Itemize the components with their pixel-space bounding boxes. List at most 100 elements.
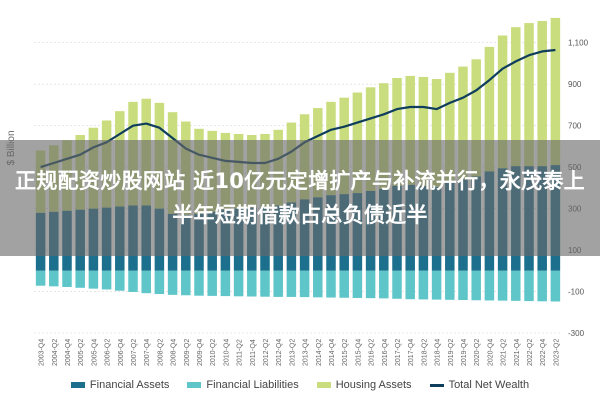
x-tick-label: 2018-Q2 — [421, 339, 428, 366]
x-tick-label: 2011-Q4 — [250, 339, 257, 366]
financial-liabilities-bar — [260, 270, 270, 297]
financial-liabilities-bar — [247, 270, 257, 297]
x-tick-label: 2023-Q2 — [553, 339, 560, 366]
financial-liabilities-bar — [299, 270, 310, 298]
x-tick-label: 2005-Q2 — [78, 339, 85, 366]
x-tick-labels: 2003-Q4 2004-Q2 2004-Q4 2005-Q2 2005-Q4 2006-… — [39, 339, 561, 366]
housing-assets-swatch — [316, 382, 331, 388]
financial-liabilities-bar — [233, 270, 244, 297]
housing-assets-bar — [537, 20, 547, 167]
housing-assets-bar — [497, 35, 508, 169]
headline-text: 正规配资炒股网站 近10亿元定增扩产与补流并行，永茂泰上半年短期借款占总负债近半 — [15, 169, 585, 227]
housing-assets-bar — [445, 72, 455, 183]
financial-liabilities-bar — [167, 270, 178, 295]
x-tick-label: 2021-Q4 — [514, 339, 521, 366]
x-tick-label: 2015-Q4 — [355, 339, 362, 366]
housing-assets-bar — [550, 17, 561, 166]
y-tick-label: 900 — [568, 80, 582, 89]
legend-label: Financial Assets — [89, 379, 170, 391]
financial-liabilities-bar — [35, 270, 46, 286]
x-tick-label: 2022-Q4 — [540, 339, 547, 366]
financial-liabilities-bar — [313, 270, 323, 298]
financial-liabilities-bar — [352, 270, 363, 298]
x-tick-label: 2009-Q2 — [184, 339, 191, 366]
x-tick-label: 2019-Q4 — [461, 339, 468, 366]
financial-liabilities-bar — [273, 270, 283, 297]
x-tick-label: 2017-Q2 — [395, 339, 402, 366]
legend-item-financial-liabilities[interactable]: Financial Liabilities — [187, 379, 299, 391]
financial-liabilities-swatch — [187, 382, 202, 388]
financial-liabilities-bar — [497, 270, 508, 301]
legend-label: Financial Liabilities — [206, 379, 299, 391]
x-tick-label: 2010-Q2 — [210, 339, 217, 366]
financial-liabilities-bar — [75, 270, 85, 288]
legend-item-housing-assets[interactable]: Housing Assets — [316, 379, 412, 391]
financial-liabilities-bar — [194, 270, 204, 296]
financial-liabilities-bar — [511, 270, 521, 301]
financial-liabilities-bar — [154, 270, 165, 295]
legend-item-total-net-wealth[interactable]: Total Net Wealth — [429, 379, 530, 391]
legend: Financial Assets Financial Liabilities H… — [0, 376, 600, 394]
financial-liabilities-bar — [141, 270, 151, 294]
financial-assets-swatch — [70, 382, 85, 388]
financial-liabilities-bar — [286, 270, 297, 297]
x-tick-label: 2004-Q2 — [52, 339, 59, 366]
x-tick-label: 2003-Q4 — [39, 339, 46, 366]
y-tick-label: -300 — [568, 329, 585, 338]
x-tick-label: 2008-Q2 — [157, 339, 164, 366]
headline-overlay[interactable]: 正规配资炒股网站 近10亿元定增扩产与补流并行，永茂泰上半年短期借款占总负债近半 — [0, 140, 600, 256]
financial-liabilities-bar — [62, 270, 72, 287]
x-tick-label: 2010-Q4 — [223, 339, 230, 366]
x-tick-label: 2022-Q2 — [527, 339, 534, 366]
financial-liabilities-bar — [418, 270, 429, 300]
housing-assets-bar — [418, 76, 429, 186]
legend-label: Housing Assets — [335, 379, 412, 391]
x-tick-label: 2012-Q2 — [263, 339, 270, 366]
y-tick-label: -100 — [568, 288, 585, 297]
x-tick-label: 2007-Q2 — [131, 339, 138, 366]
financial-liabilities-bar — [392, 270, 402, 299]
housing-assets-bar — [471, 59, 481, 177]
financial-liabilities-bar — [431, 270, 442, 300]
financial-liabilities-bar — [458, 270, 468, 301]
financial-liabilities-bar — [101, 270, 112, 290]
x-tick-label: 2005-Q4 — [91, 339, 98, 366]
financial-liabilities-bar — [339, 270, 349, 298]
x-tick-label: 2016-Q2 — [369, 339, 376, 366]
financial-liabilities-bar — [49, 270, 59, 287]
financial-liabilities-bar — [445, 270, 455, 300]
x-tick-label: 2020-Q4 — [487, 339, 494, 366]
housing-assets-bar — [405, 75, 415, 185]
financial-liabilities-bar — [181, 270, 191, 296]
y-tick-label: 1,100 — [568, 39, 589, 48]
legend-item-financial-assets[interactable]: Financial Assets — [70, 379, 170, 391]
financial-liabilities-bar — [88, 270, 99, 289]
x-tick-label: 2018-Q4 — [435, 339, 442, 366]
x-tick-label: 2008-Q4 — [171, 339, 178, 366]
x-tick-label: 2014-Q2 — [316, 339, 323, 366]
x-tick-label: 2015-Q2 — [342, 339, 349, 366]
housing-assets-bar — [392, 77, 402, 186]
financial-liabilities-bar — [365, 270, 376, 299]
financial-liabilities-bar — [471, 270, 481, 301]
x-tick-label: 2007-Q4 — [144, 339, 151, 366]
financial-liabilities-bar — [379, 270, 389, 299]
housing-assets-bar — [511, 27, 521, 167]
financial-liabilities-bar — [207, 270, 217, 296]
financial-liabilities-bar — [524, 270, 534, 302]
total-net-wealth-swatch — [429, 383, 444, 387]
financial-liabilities-bar — [537, 270, 547, 302]
housing-assets-bar — [379, 83, 389, 189]
x-tick-label: 2004-Q4 — [65, 339, 72, 366]
x-tick-label: 2009-Q4 — [197, 339, 204, 366]
housing-assets-bar — [431, 79, 442, 187]
x-tick-label: 2019-Q2 — [448, 339, 455, 366]
x-tick-label: 2013-Q2 — [289, 339, 296, 366]
x-tick-label: 2006-Q2 — [105, 339, 112, 366]
financial-liabilities-bar — [405, 270, 415, 300]
legend-label: Total Net Wealth — [448, 379, 530, 391]
housing-assets-bar — [365, 87, 376, 191]
x-tick-label: 2006-Q4 — [118, 339, 125, 366]
housing-assets-bar — [524, 23, 534, 167]
x-tick-label: 2017-Q4 — [408, 339, 415, 366]
